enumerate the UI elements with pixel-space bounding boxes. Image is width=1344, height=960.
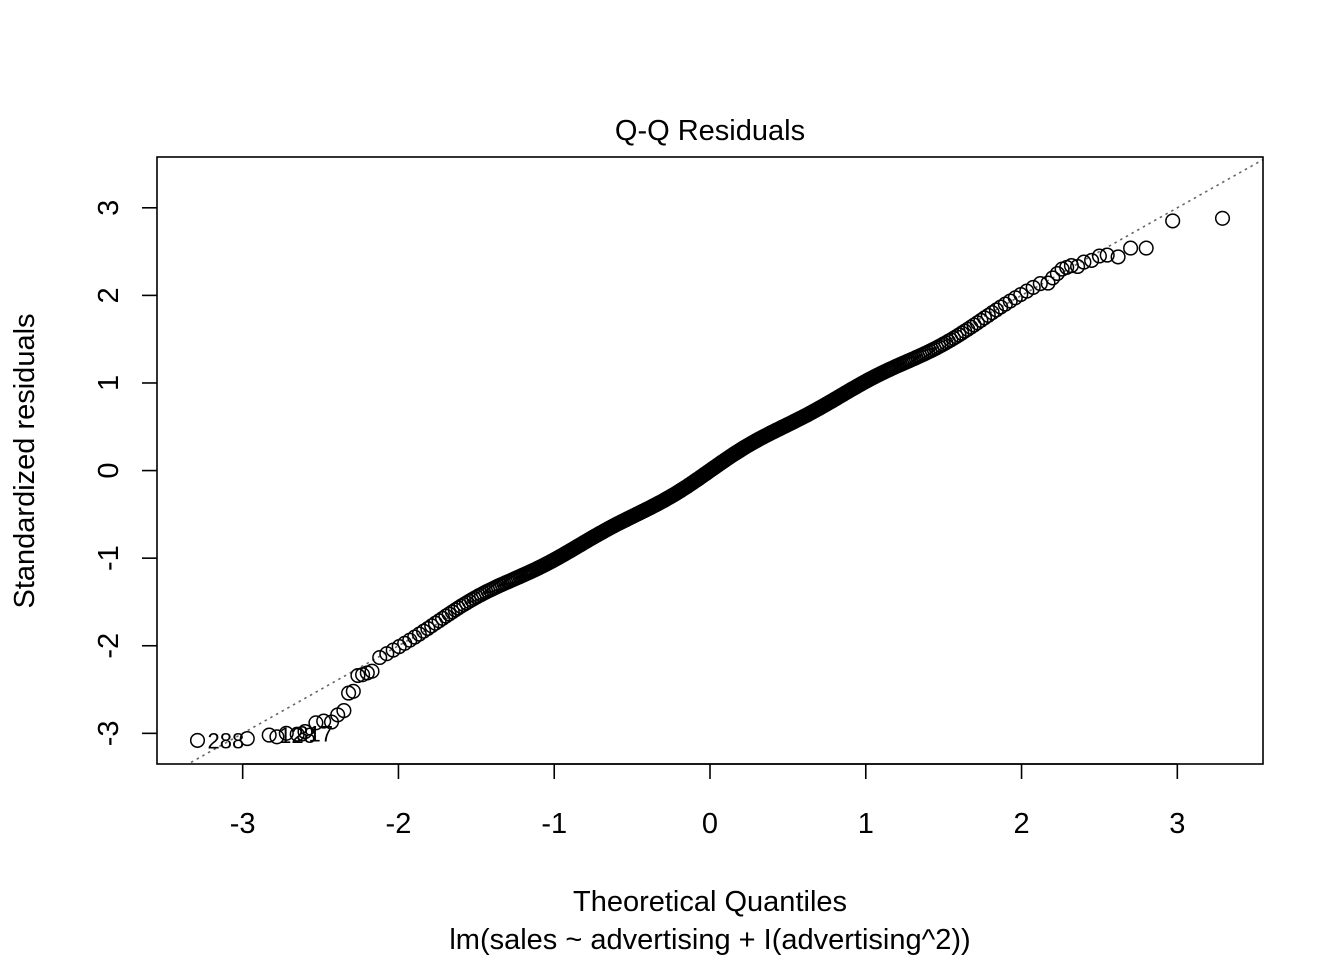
data-point bbox=[345, 683, 361, 699]
data-point bbox=[424, 618, 440, 634]
y-tick-label: 2 bbox=[93, 287, 125, 303]
plot-frame bbox=[156, 156, 1264, 765]
y-tick-label: -1 bbox=[93, 545, 125, 571]
x-tick-label: -1 bbox=[541, 808, 567, 840]
data-point bbox=[350, 667, 366, 684]
data-point bbox=[261, 727, 277, 743]
data-point bbox=[1045, 270, 1061, 286]
point-label: 317 bbox=[296, 721, 333, 746]
x-tick-label: 1 bbox=[858, 808, 874, 840]
data-point bbox=[1138, 240, 1154, 256]
data-point bbox=[402, 632, 418, 648]
data-point bbox=[1123, 240, 1139, 256]
x-tick-label: 3 bbox=[1169, 808, 1185, 840]
y-axis: -3 -2 -1 0 1 2 3 bbox=[93, 200, 157, 746]
data-point bbox=[1165, 213, 1181, 229]
x-axis-label: Theoretical Quantiles bbox=[573, 886, 847, 918]
data-point bbox=[336, 703, 352, 719]
point-label: 288 bbox=[208, 728, 245, 753]
model-formula-subtitle: lm(sales ~ advertising + I(advertising^2… bbox=[449, 924, 970, 956]
data-point bbox=[1099, 247, 1115, 263]
data-point bbox=[976, 310, 993, 326]
chart-title: Q-Q Residuals bbox=[615, 115, 805, 147]
data-point bbox=[372, 649, 388, 666]
x-tick-label: 0 bbox=[702, 808, 718, 840]
data-point bbox=[297, 724, 313, 740]
data-point bbox=[411, 626, 427, 642]
data-point bbox=[289, 726, 305, 742]
data-point bbox=[364, 663, 380, 679]
data-point bbox=[189, 732, 206, 748]
y-tick-label: -3 bbox=[93, 720, 125, 746]
y-tick-label: 1 bbox=[93, 375, 125, 391]
data-point bbox=[1091, 248, 1107, 264]
data-point bbox=[1025, 279, 1041, 295]
data-point bbox=[1214, 210, 1231, 226]
data-point bbox=[308, 715, 324, 731]
data-point bbox=[239, 731, 255, 747]
data-point bbox=[1040, 275, 1056, 291]
y-tick-label: 3 bbox=[93, 200, 125, 216]
x-axis: -3 -2 -1 0 1 2 3 bbox=[230, 763, 1185, 840]
data-point bbox=[416, 623, 432, 639]
data-point bbox=[984, 305, 1000, 321]
y-tick-label: -2 bbox=[93, 633, 125, 659]
data-point bbox=[269, 729, 285, 745]
data-point bbox=[316, 713, 332, 729]
data-point bbox=[1110, 249, 1126, 265]
point-label: 128 bbox=[279, 723, 316, 748]
data-point bbox=[1076, 254, 1092, 270]
data-points-layer bbox=[189, 210, 1231, 748]
data-point bbox=[1084, 252, 1100, 268]
y-tick-label: 0 bbox=[93, 463, 125, 479]
data-point bbox=[278, 725, 294, 741]
data-point bbox=[1032, 276, 1048, 292]
data-point bbox=[980, 307, 996, 323]
data-point bbox=[420, 620, 436, 637]
x-tick-label: 2 bbox=[1013, 808, 1029, 840]
x-tick-label: -3 bbox=[230, 808, 256, 840]
y-axis-label: Standardized residuals bbox=[9, 313, 41, 608]
x-tick-label: -2 bbox=[386, 808, 412, 840]
data-point bbox=[973, 312, 989, 328]
